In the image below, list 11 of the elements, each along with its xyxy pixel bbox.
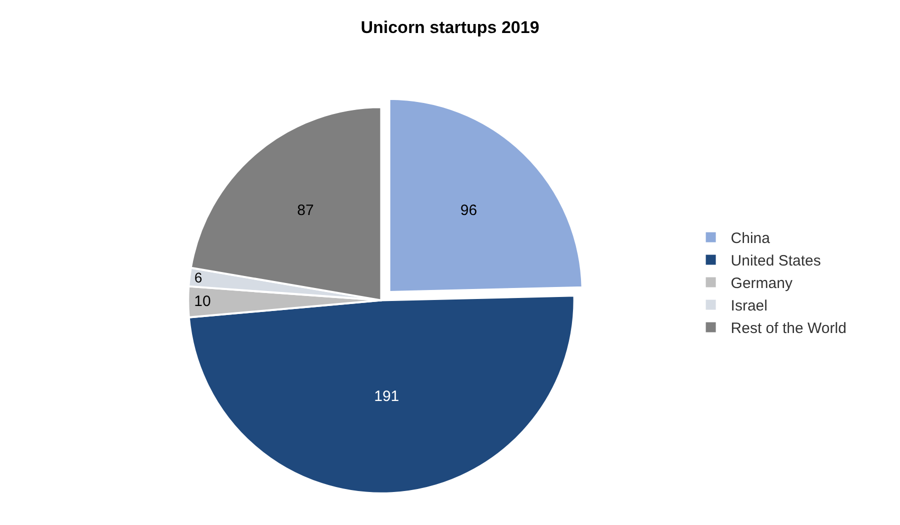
chart-title: Unicorn startups 2019 — [360, 18, 540, 37]
data-label: 96 — [460, 202, 478, 220]
legend-label: Rest of the World — [730, 320, 846, 338]
data-label: 191 — [374, 388, 400, 406]
legend-label: China — [730, 230, 771, 248]
data-label: 10 — [194, 293, 211, 310]
data-label: 87 — [297, 202, 314, 220]
legend-label: Germany — [730, 275, 793, 292]
legend-label: Israel — [730, 298, 768, 315]
legend-label: United States — [730, 252, 821, 270]
data-label: 6 — [194, 269, 202, 286]
